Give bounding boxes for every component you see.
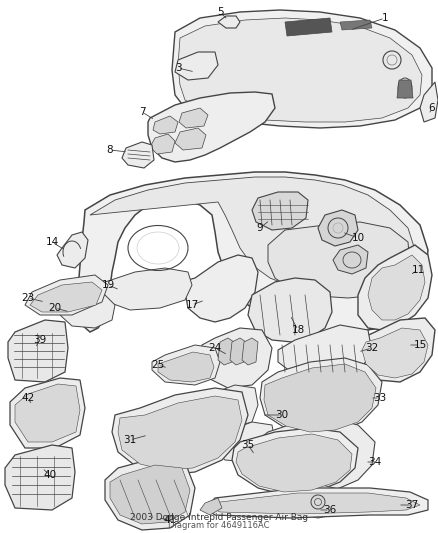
Polygon shape: [175, 128, 206, 150]
Polygon shape: [218, 16, 240, 28]
Polygon shape: [185, 255, 258, 322]
Text: 3: 3: [175, 63, 181, 73]
Text: 24: 24: [208, 343, 222, 353]
Polygon shape: [179, 108, 208, 128]
Polygon shape: [285, 18, 332, 36]
Polygon shape: [78, 172, 428, 332]
Text: 17: 17: [185, 300, 198, 310]
Polygon shape: [333, 245, 368, 274]
Polygon shape: [158, 352, 214, 382]
Polygon shape: [200, 328, 272, 388]
Text: 39: 39: [33, 335, 46, 345]
Polygon shape: [60, 295, 115, 328]
Polygon shape: [172, 10, 432, 128]
Text: 35: 35: [241, 440, 254, 450]
Text: 14: 14: [46, 237, 59, 247]
Text: 7: 7: [139, 107, 145, 117]
Polygon shape: [260, 358, 382, 435]
Polygon shape: [30, 282, 102, 312]
Text: 11: 11: [411, 265, 424, 275]
Polygon shape: [362, 328, 428, 378]
Text: 31: 31: [124, 435, 137, 445]
Text: 2003 Dodge Intrepid Passenger Air Bag: 2003 Dodge Intrepid Passenger Air Bag: [130, 513, 308, 522]
Polygon shape: [278, 325, 372, 378]
Text: Diagram for 4649116AC: Diagram for 4649116AC: [168, 521, 270, 530]
Polygon shape: [248, 278, 332, 342]
Text: 10: 10: [351, 233, 364, 243]
Polygon shape: [105, 458, 195, 530]
Polygon shape: [175, 52, 218, 80]
Polygon shape: [205, 488, 428, 518]
Polygon shape: [196, 385, 258, 428]
Polygon shape: [212, 422, 275, 462]
Polygon shape: [118, 396, 242, 470]
Polygon shape: [255, 418, 375, 492]
Text: 37: 37: [406, 500, 419, 510]
Polygon shape: [242, 338, 258, 365]
Polygon shape: [110, 465, 190, 524]
Polygon shape: [358, 318, 435, 382]
Polygon shape: [148, 92, 275, 162]
Text: 34: 34: [368, 457, 381, 467]
Polygon shape: [318, 210, 358, 246]
Polygon shape: [100, 268, 192, 310]
Polygon shape: [252, 192, 308, 230]
Text: 15: 15: [413, 340, 427, 350]
Polygon shape: [90, 177, 415, 292]
Text: 8: 8: [107, 145, 113, 155]
Polygon shape: [268, 222, 410, 298]
Polygon shape: [340, 20, 372, 30]
Polygon shape: [150, 134, 175, 154]
Text: 42: 42: [21, 393, 35, 403]
Text: 20: 20: [49, 303, 62, 313]
Text: 23: 23: [21, 293, 35, 303]
Polygon shape: [152, 345, 220, 385]
Polygon shape: [200, 498, 222, 515]
Text: 36: 36: [323, 505, 337, 515]
Polygon shape: [210, 493, 420, 514]
Polygon shape: [264, 364, 376, 432]
Polygon shape: [232, 428, 358, 495]
Polygon shape: [236, 434, 352, 492]
Text: 6: 6: [429, 103, 435, 113]
Polygon shape: [178, 18, 422, 122]
Text: 40: 40: [43, 470, 57, 480]
Text: 1: 1: [381, 13, 389, 23]
Polygon shape: [25, 275, 108, 315]
Text: 41: 41: [163, 515, 177, 525]
Polygon shape: [288, 485, 345, 518]
Text: 19: 19: [101, 280, 115, 290]
Text: 30: 30: [276, 410, 289, 420]
Polygon shape: [122, 142, 154, 168]
Polygon shape: [57, 232, 88, 268]
Polygon shape: [153, 116, 178, 134]
Polygon shape: [218, 338, 234, 365]
Text: 5: 5: [217, 7, 223, 17]
Polygon shape: [368, 255, 425, 320]
Polygon shape: [397, 80, 413, 98]
Polygon shape: [10, 378, 85, 448]
Polygon shape: [5, 445, 75, 510]
Text: 33: 33: [373, 393, 387, 403]
Text: 9: 9: [257, 223, 263, 233]
Polygon shape: [8, 320, 68, 382]
Text: 25: 25: [152, 360, 165, 370]
Polygon shape: [420, 82, 438, 122]
Text: 32: 32: [365, 343, 378, 353]
Polygon shape: [358, 245, 432, 330]
Polygon shape: [112, 388, 248, 475]
Text: 18: 18: [291, 325, 304, 335]
Polygon shape: [15, 384, 80, 442]
Polygon shape: [230, 338, 246, 365]
